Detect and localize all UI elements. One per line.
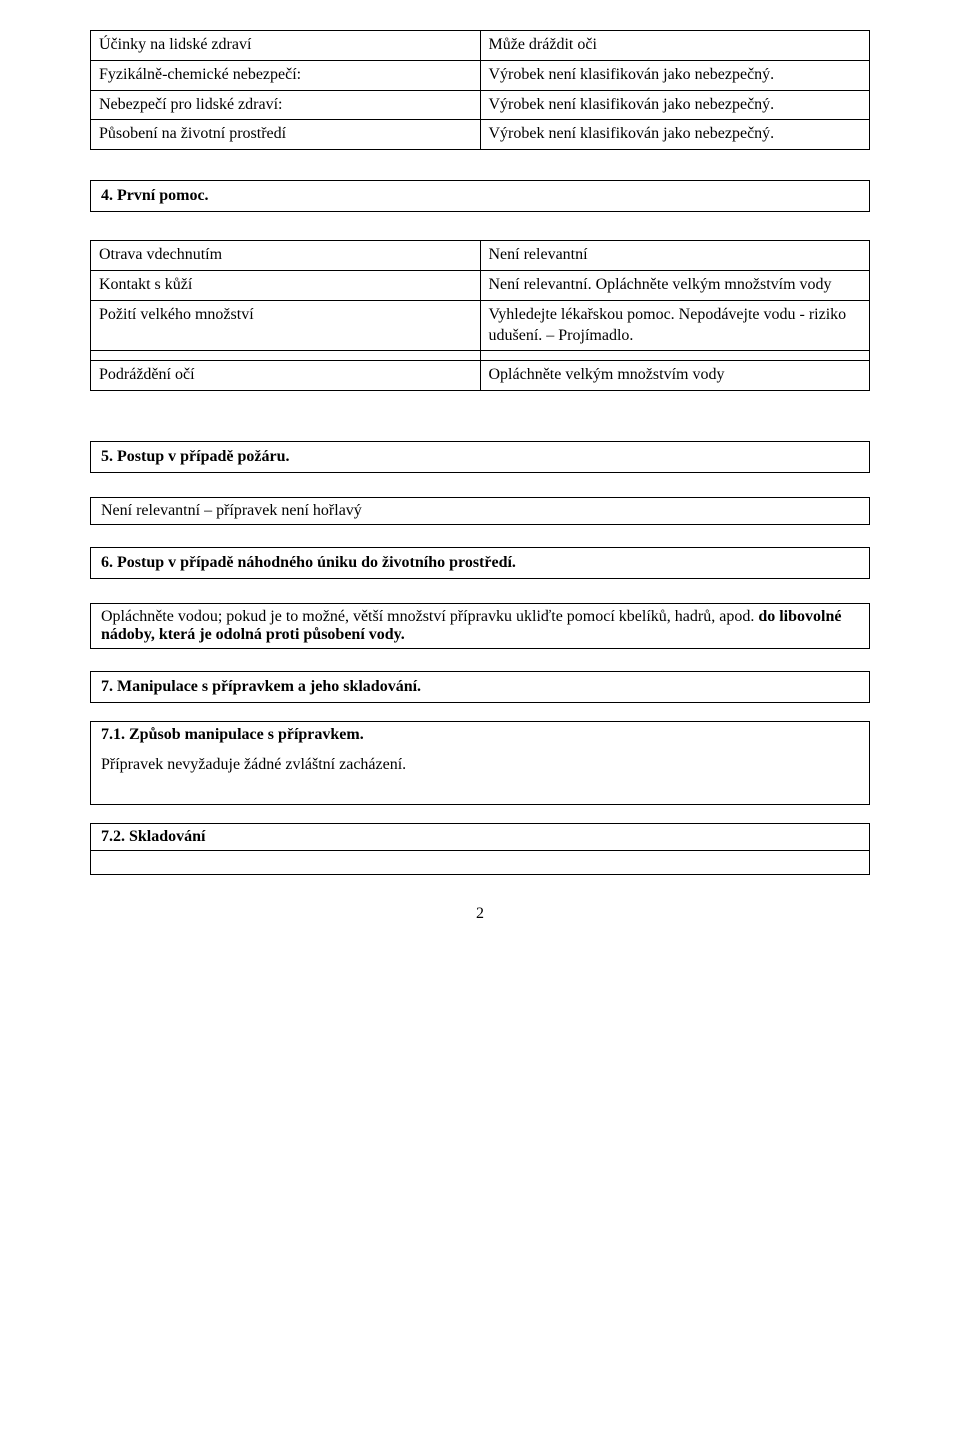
- cell-value: Vyhledejte lékařskou pomoc. Nepodávejte …: [480, 300, 870, 351]
- section-5-body-box: Není relevantní – přípravek není hořlavý: [90, 497, 870, 525]
- cell-value: Výrobek není klasifikován jako nebezpečn…: [480, 90, 870, 120]
- page: Účinky na lidské zdraví Může dráždit oči…: [0, 0, 960, 963]
- section-6-heading: 6. Postup v případě náhodného úniku do ž…: [90, 547, 870, 579]
- cell-value: Výrobek není klasifikován jako nebezpečn…: [480, 60, 870, 90]
- section-7-1-title: 7.1. Způsob manipulace s přípravkem.: [101, 726, 859, 744]
- section-5-title: 5. Postup v případě požáru.: [101, 448, 289, 465]
- section-7-heading: 7. Manipulace s přípravkem a jeho sklado…: [90, 671, 870, 703]
- table-first-aid: Otrava vdechnutím Není relevantní Kontak…: [90, 240, 870, 391]
- table-row: Otrava vdechnutím Není relevantní: [91, 241, 870, 271]
- section-7-1-box: 7.1. Způsob manipulace s přípravkem. Pří…: [90, 721, 870, 805]
- table-row: Kontakt s kůží Není relevantní. Opláchně…: [91, 270, 870, 300]
- page-number: 2: [90, 905, 870, 923]
- cell-value: Není relevantní: [480, 241, 870, 271]
- section-7-2-empty: [90, 851, 870, 875]
- table-row: Působení na životní prostředí Výrobek ne…: [91, 120, 870, 150]
- section-6-body-box: Opláchněte vodou; pokud je to možné, vět…: [90, 603, 870, 649]
- cell-value: Výrobek není klasifikován jako nebezpečn…: [480, 120, 870, 150]
- cell-value: Může dráždit oči: [480, 31, 870, 61]
- cell-label: Působení na životní prostředí: [91, 120, 481, 150]
- cell-value: Není relevantní. Opláchněte velkým množs…: [480, 270, 870, 300]
- section-7-1-body: Přípravek nevyžaduje žádné zvláštní zach…: [101, 756, 859, 774]
- cell-label: Fyzikálně-chemické nebezpečí:: [91, 60, 481, 90]
- table-row: Nebezpečí pro lidské zdraví: Výrobek nen…: [91, 90, 870, 120]
- cell-label: Nebezpečí pro lidské zdraví:: [91, 90, 481, 120]
- cell-value: Opláchněte velkým množstvím vody: [480, 361, 870, 391]
- table-row: Fyzikálně-chemické nebezpečí: Výrobek ne…: [91, 60, 870, 90]
- section-6-body-pre: Opláchněte vodou; pokud je to možné, vět…: [101, 608, 758, 625]
- section-4-title: 4. První pomoc.: [101, 187, 209, 204]
- cell-label: Kontakt s kůží: [91, 270, 481, 300]
- section-7-2-title: 7.2. Skladování: [101, 828, 205, 845]
- section-5-heading: 5. Postup v případě požáru.: [90, 441, 870, 473]
- section-7-title: 7. Manipulace s přípravkem a jeho sklado…: [101, 678, 421, 695]
- section-4-heading: 4. První pomoc.: [90, 180, 870, 212]
- section-6-title: 6. Postup v případě náhodného úniku do ž…: [101, 554, 516, 571]
- section-5-body: Není relevantní – přípravek není hořlavý: [101, 502, 362, 519]
- cell-label: Požití velkého množství: [91, 300, 481, 351]
- cell-label: Účinky na lidské zdraví: [91, 31, 481, 61]
- table-row: Účinky na lidské zdraví Může dráždit oči: [91, 31, 870, 61]
- table-effects: Účinky na lidské zdraví Může dráždit oči…: [90, 30, 870, 150]
- table-spacer-row: [91, 351, 870, 361]
- cell-label: Otrava vdechnutím: [91, 241, 481, 271]
- cell-label: Podráždění očí: [91, 361, 481, 391]
- table-row: Podráždění očí Opláchněte velkým množstv…: [91, 361, 870, 391]
- table-row: Požití velkého množství Vyhledejte lékař…: [91, 300, 870, 351]
- section-7-2-heading: 7.2. Skladování: [90, 823, 870, 851]
